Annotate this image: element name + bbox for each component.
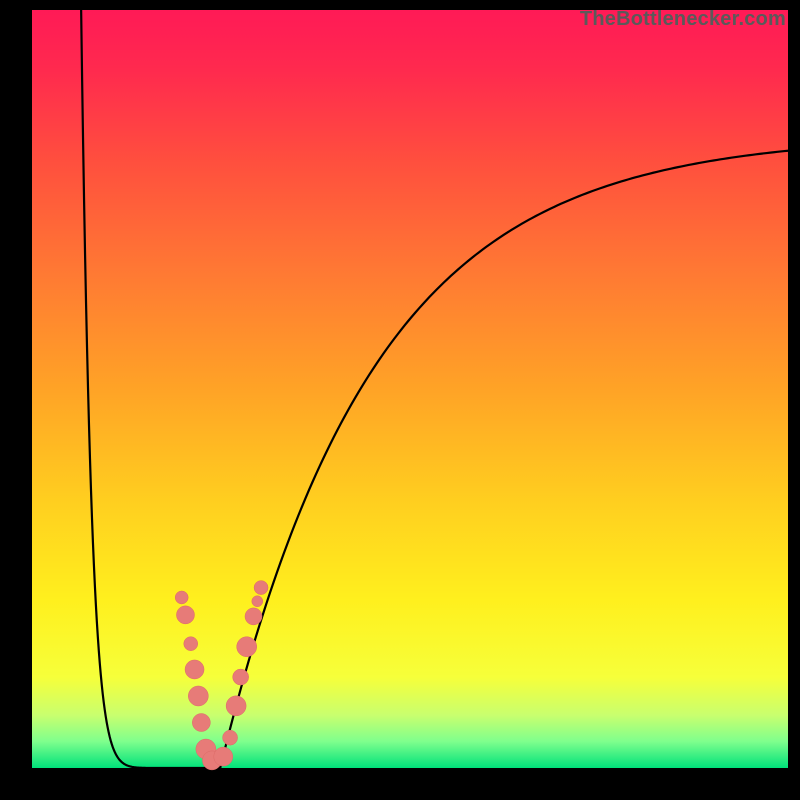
data-marker	[245, 608, 262, 625]
data-marker	[188, 686, 208, 706]
data-marker	[237, 637, 257, 657]
data-marker	[223, 730, 238, 745]
data-marker	[184, 637, 198, 651]
bottleneck-curve	[81, 10, 788, 768]
chart-frame: TheBottlenecker.com	[0, 0, 800, 800]
data-marker	[254, 581, 268, 595]
data-marker	[233, 669, 249, 685]
data-marker	[175, 591, 188, 604]
curve-layer	[32, 10, 788, 768]
data-marker	[176, 606, 194, 624]
marker-group	[175, 581, 268, 770]
watermark-text: TheBottlenecker.com	[580, 8, 786, 31]
data-marker	[214, 747, 233, 766]
data-marker	[185, 660, 204, 679]
data-marker	[192, 714, 210, 732]
plot-area	[32, 10, 788, 768]
data-marker	[226, 696, 246, 716]
data-marker	[252, 596, 263, 607]
